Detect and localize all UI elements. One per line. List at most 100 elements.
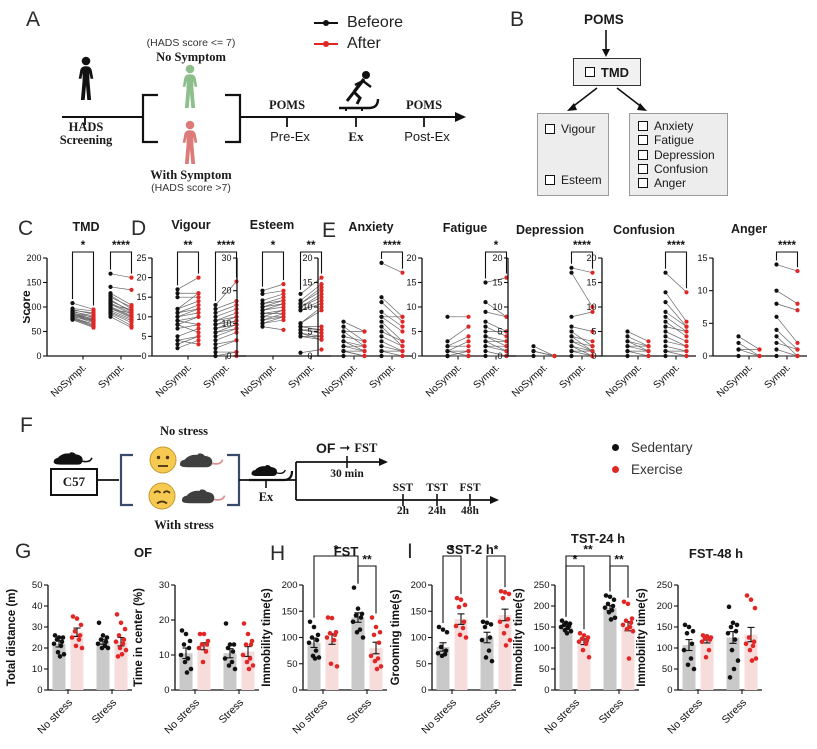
svg-text:30: 30 <box>221 253 231 263</box>
svg-text:Stress: Stress <box>345 697 375 727</box>
sedentary-dot-icon <box>612 444 619 451</box>
svg-text:200: 200 <box>26 253 41 263</box>
svg-text:****: **** <box>667 240 685 252</box>
tmd-box: TMD <box>573 58 641 86</box>
svg-text:30: 30 <box>32 622 43 633</box>
svg-text:Grooming time(s): Grooming time(s) <box>390 589 402 685</box>
tst-label: TST <box>426 482 448 494</box>
svg-text:250: 250 <box>534 580 550 591</box>
svg-text:50: 50 <box>662 664 673 675</box>
svg-text:0: 0 <box>307 351 312 361</box>
svg-text:Immobility time(s): Immobility time(s) <box>513 588 525 687</box>
anger-checkbox-icon <box>638 178 648 188</box>
svg-text:0: 0 <box>497 351 502 361</box>
chart-title-anxiety: Anxiety <box>348 220 394 234</box>
negative-moods-box: Anxiety Fatigue Depression Confusion Ang… <box>629 113 728 196</box>
svg-text:10: 10 <box>492 302 502 312</box>
of-title: OF <box>133 545 153 560</box>
h48-label: 48h <box>461 505 479 517</box>
vigour-checkbox-icon <box>545 124 555 134</box>
chart-title-depression: Depression <box>515 223 585 237</box>
svg-text:150: 150 <box>657 622 673 633</box>
chart-title-vigour: Vigour <box>171 218 211 232</box>
legend-after: After <box>314 35 381 53</box>
hads-label-line2: Screening <box>59 133 113 147</box>
svg-text:Stress: Stress <box>217 697 247 727</box>
svg-text:NoSympt.: NoSympt. <box>424 362 464 400</box>
sled-icon <box>249 465 294 482</box>
chart-title-fatigue: Fatigue <box>442 221 488 235</box>
with-symptom-label: With Symptom <box>150 168 232 182</box>
svg-text:50: 50 <box>287 659 298 670</box>
svg-text:Sympt.: Sympt. <box>763 362 793 391</box>
svg-text:30: 30 <box>159 580 170 591</box>
confusion-label: Confusion <box>654 161 709 176</box>
anger-label: Anger <box>654 176 687 190</box>
svg-text:150: 150 <box>26 278 41 288</box>
svg-text:0: 0 <box>667 685 672 696</box>
svg-text:Immobility time(s): Immobility time(s) <box>261 588 273 687</box>
svg-text:5: 5 <box>307 327 312 337</box>
person-icon-green <box>182 64 198 108</box>
svg-text:40: 40 <box>32 601 43 612</box>
chart-title-anger: Anger <box>730 222 768 236</box>
sedentary-label: Sedentary <box>631 440 693 455</box>
poms-flow-arrows <box>567 30 647 111</box>
svg-text:*: * <box>494 543 499 557</box>
chart-fst: Immobility time(s) 0 50 100 150 200 No stress S… <box>261 543 387 736</box>
svg-text:100: 100 <box>282 633 298 644</box>
svg-text:0: 0 <box>591 351 596 361</box>
svg-text:5: 5 <box>411 327 416 337</box>
svg-text:5: 5 <box>702 318 707 328</box>
legend-sedentary: Sedentary <box>612 440 693 455</box>
ex-label: Ex <box>348 129 364 144</box>
svg-text:Stress: Stress <box>720 697 750 727</box>
before-label: Befeore <box>347 14 404 31</box>
neutral-face-icon <box>149 446 177 474</box>
svg-text:10: 10 <box>32 664 43 675</box>
fatigue-label: Fatigue <box>654 133 695 148</box>
positive-moods-box: Vigour Esteem <box>537 113 609 196</box>
esteem-checkbox-icon <box>545 175 555 185</box>
with-stress-label: With stress <box>154 518 214 532</box>
svg-text:20: 20 <box>221 286 231 296</box>
panel-e-letter: E <box>322 219 337 242</box>
svg-text:0: 0 <box>141 351 146 361</box>
svg-text:10: 10 <box>221 318 231 328</box>
svg-text:150: 150 <box>534 622 550 633</box>
svg-text:20: 20 <box>492 253 502 263</box>
chart-sst-2h: Grooming time(s) 0 50 100 150 200 No stress Str… <box>390 543 516 737</box>
chart-tmd: Score 0 50 100 150 200 NoSympt. * Sympt. **** <box>23 240 141 400</box>
stressed-face-icon <box>148 482 176 510</box>
svg-text:15: 15 <box>136 292 146 302</box>
h2-label: 2h <box>396 505 410 517</box>
svg-text:*: * <box>271 240 276 252</box>
svg-text:15: 15 <box>302 278 312 288</box>
svg-text:Stress: Stress <box>474 697 504 727</box>
fatigue-checkbox-icon <box>638 135 648 146</box>
svg-text:15: 15 <box>492 278 502 288</box>
fst-label: FST <box>354 440 378 455</box>
svg-text:**: ** <box>307 240 316 252</box>
svg-text:Immobility time(s): Immobility time(s) <box>636 588 648 687</box>
vigour-item: Vigour <box>545 122 601 136</box>
svg-text:0: 0 <box>421 685 426 696</box>
svg-text:20: 20 <box>136 273 146 283</box>
svg-text:0: 0 <box>36 351 41 361</box>
svg-text:Time in center (%): Time in center (%) <box>133 588 145 687</box>
svg-text:No stress: No stress <box>419 697 459 737</box>
svg-text:20: 20 <box>159 615 170 626</box>
svg-text:100: 100 <box>26 302 41 312</box>
svg-text:250: 250 <box>657 580 673 591</box>
svg-text:50: 50 <box>32 580 43 591</box>
svg-text:20: 20 <box>32 643 43 654</box>
chart-tst-24h: Immobility time(s) 0 50 100 150 200 250 No stre… <box>513 543 639 736</box>
mouse-icon-no-stress <box>179 453 224 468</box>
svg-text:NoSympt.: NoSympt. <box>510 362 550 400</box>
svg-text:150: 150 <box>282 606 298 617</box>
panel-a-letter: A <box>26 8 41 31</box>
panel-c-letter: C <box>18 217 34 240</box>
confusion-checkbox-icon <box>638 163 648 174</box>
